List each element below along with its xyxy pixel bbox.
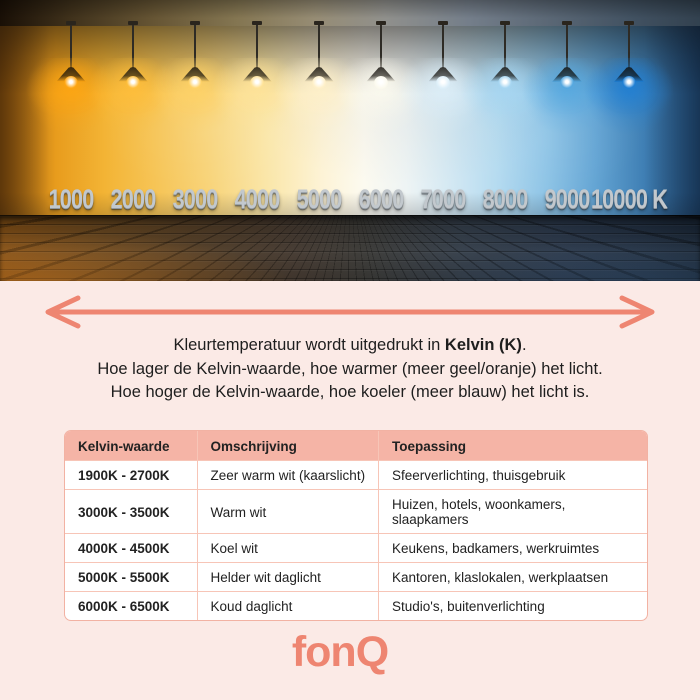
- kelvin-scale-label: 10000 K: [590, 184, 668, 214]
- kelvin-scale-label: 7000: [420, 184, 467, 214]
- table-cell: 3000K - 3500K: [65, 489, 197, 533]
- table-header-cell: Omschrijving: [196, 431, 379, 460]
- table-cell: Koel wit: [196, 533, 379, 562]
- lamp-bulb: [436, 76, 450, 90]
- kelvin-scale-label: 9000: [544, 184, 591, 214]
- lamp-bulb: [64, 76, 78, 90]
- lamp-cord: [318, 25, 320, 69]
- kelvin-scale-label: 8000: [482, 184, 529, 214]
- fonq-logo: fonQ: [291, 628, 389, 676]
- table-cell: Keukens, badkamers, werkruimtes: [378, 533, 647, 562]
- table-cell: 4000K - 4500K: [65, 533, 197, 562]
- lamp-cord: [504, 25, 506, 69]
- kelvin-scale-label: 3000: [172, 184, 219, 214]
- double-arrow-icon: [45, 295, 655, 329]
- description-text: Kleurtemperatuur wordt uitgedrukt in Kel…: [0, 334, 700, 405]
- lamp-mount: [314, 21, 324, 25]
- lamp-bulb: [374, 76, 388, 90]
- lamp-cord: [628, 25, 630, 69]
- lamp-bulb: [560, 76, 574, 90]
- lamp-bulb: [498, 76, 512, 90]
- kelvin-scale-label: 2000: [110, 184, 157, 214]
- kelvin-photo: 1000 2000 3000 4000 5000 6000 7000 8000 9000 1000…: [0, 0, 700, 281]
- table-cell: Sfeerverlichting, thuisgebruik: [378, 460, 647, 489]
- table-cell: Helder wit daglicht: [196, 562, 379, 591]
- lamp-cord: [380, 25, 382, 69]
- lamp-bulb: [188, 76, 202, 90]
- table-header-cell: Kelvin-waarde: [65, 431, 197, 460]
- lamp-mount: [66, 21, 76, 25]
- lamp-bulb: [312, 76, 326, 90]
- table-row: 6000K - 6500K Koud daglicht Studio's, buit…: [65, 591, 647, 620]
- lamp-mount: [562, 21, 572, 25]
- table-row: 1900K - 2700K Zeer warm wit (kaarslicht) S…: [65, 460, 647, 489]
- table-cell: 6000K - 6500K: [65, 591, 197, 620]
- lamp-bulb: [622, 76, 636, 90]
- lamp-cord: [70, 25, 72, 69]
- table-cell: Huizen, hotels, woonkamers, slaapkamers: [378, 489, 647, 533]
- lamp-mount: [128, 21, 138, 25]
- description-line-2: Hoe lager de Kelvin-waarde, hoe warmer (…: [97, 359, 603, 378]
- table-header-cell: Toepassing: [378, 431, 647, 460]
- lamp-mount: [438, 21, 448, 25]
- table-row: 4000K - 4500K Koel wit Keukens, badkamers,…: [65, 533, 647, 562]
- lamp-cord: [566, 25, 568, 69]
- lamp-mount: [190, 21, 200, 25]
- description-line-1-prefix: Kleurtemperatuur wordt uitgedrukt in: [173, 336, 445, 354]
- description-line-1: Kleurtemperatuur wordt uitgedrukt in Kel…: [0, 334, 700, 358]
- description-line-3: Hoe hoger de Kelvin-waarde, hoe koeler (…: [110, 383, 590, 401]
- table-header-row: Kelvin-waarde Omschrijving Toepassing: [65, 431, 647, 460]
- lamp-mount: [500, 21, 510, 25]
- table-cell: 5000K - 5500K: [65, 562, 197, 591]
- lamp-bulb: [250, 76, 264, 90]
- kelvin-scale-label: 6000: [358, 184, 405, 214]
- table-cell: 1900K - 2700K: [65, 460, 197, 489]
- description-line-1-suffix: .: [521, 336, 527, 354]
- lamp-mount: [624, 21, 634, 25]
- lamp-bulb: [126, 76, 140, 90]
- lamp-mount: [252, 21, 262, 25]
- lamp-mount: [376, 21, 386, 25]
- lamp-cord: [132, 25, 134, 69]
- lamp-cord: [442, 25, 444, 69]
- kelvin-table-container: Kelvin-waarde Omschrijving Toepassing 1900…: [64, 430, 648, 621]
- kelvin-scale-label: 4000: [234, 184, 281, 214]
- kelvin-table: Kelvin-waarde Omschrijving Toepassing 1900…: [64, 430, 648, 621]
- table-row: 3000K - 3500K Warm wit Huizen, hotels, woo…: [65, 489, 647, 533]
- photo-ceiling: [0, 0, 700, 26]
- lamp-cord: [256, 25, 258, 69]
- table-cell: Koud daglicht: [196, 591, 379, 620]
- photo-floor: [0, 215, 700, 281]
- table-cell: Zeer warm wit (kaarslicht): [196, 460, 379, 489]
- table-cell: Kantoren, klaslokalen, werkplaatsen: [378, 562, 647, 591]
- table-cell: Studio's, buitenverlichting: [378, 591, 647, 620]
- kelvin-scale-label: 1000: [48, 184, 95, 214]
- lamp-cord: [194, 25, 196, 69]
- kelvin-scale-label: 5000: [296, 184, 343, 214]
- description-line-1-bold: Kelvin (K): [444, 336, 522, 354]
- table-row: 5000K - 5500K Helder wit daglicht Kantoren…: [65, 562, 647, 591]
- table-cell: Warm wit: [196, 489, 379, 533]
